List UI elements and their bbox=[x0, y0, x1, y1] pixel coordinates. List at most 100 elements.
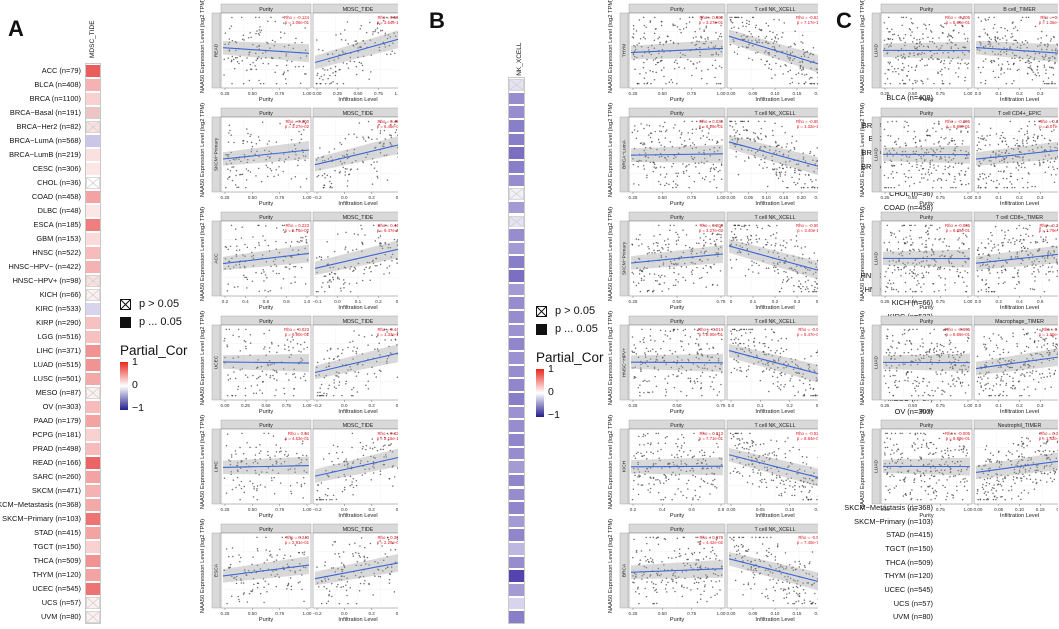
scatter-point bbox=[782, 181, 784, 183]
scatter-point bbox=[751, 260, 753, 262]
scatter-point bbox=[777, 386, 779, 388]
scatter-point bbox=[702, 130, 704, 132]
scatter-point bbox=[665, 443, 667, 445]
scatter-point bbox=[362, 70, 364, 72]
heatmap_a-cell bbox=[86, 261, 100, 273]
scatter-point bbox=[778, 19, 780, 21]
cancer-tag: HNSC−HPV+ bbox=[622, 348, 628, 377]
x-tick-label: 0.1 bbox=[750, 299, 757, 304]
scatter-point bbox=[754, 574, 756, 576]
scatter-point bbox=[268, 291, 270, 293]
scatter-point bbox=[295, 266, 297, 268]
scatter-point bbox=[773, 480, 775, 482]
scatter-point bbox=[664, 185, 666, 187]
heatmap_a-row-label: SARC (n=260) bbox=[33, 472, 81, 481]
scatter-point bbox=[395, 132, 397, 134]
scatter-point bbox=[714, 486, 716, 488]
scatter-point bbox=[788, 278, 790, 280]
scatter-point bbox=[815, 179, 817, 181]
scatter-point bbox=[710, 551, 712, 553]
scatter-point bbox=[814, 291, 816, 293]
scatter-point bbox=[711, 580, 713, 582]
cancer-tag: SKCM−Primary bbox=[622, 241, 628, 275]
scatter-point bbox=[769, 225, 771, 227]
scatter-point bbox=[739, 443, 741, 445]
scatter-point bbox=[673, 25, 675, 27]
scatter-point bbox=[947, 36, 949, 38]
scatter-point bbox=[701, 387, 703, 389]
scatter-point bbox=[796, 235, 798, 237]
scatter-point bbox=[712, 347, 714, 349]
scatter-point bbox=[773, 383, 775, 385]
facet-title: Purity bbox=[259, 423, 273, 429]
scatter-point bbox=[710, 266, 712, 268]
scatter-point bbox=[316, 39, 318, 41]
cross-icon bbox=[509, 79, 524, 91]
scatter-point bbox=[673, 181, 675, 183]
scatter-point bbox=[329, 590, 331, 592]
scatter-point bbox=[258, 136, 260, 138]
scatter-point bbox=[884, 73, 886, 75]
scatter-point bbox=[786, 593, 788, 595]
heatmap_b-cell bbox=[509, 502, 524, 514]
scatter-point bbox=[238, 596, 240, 598]
scatter-point bbox=[633, 28, 635, 30]
scatter-point bbox=[235, 378, 237, 380]
scatter-point bbox=[275, 169, 277, 171]
scatter-point bbox=[267, 559, 269, 561]
scatter-point bbox=[258, 17, 260, 19]
scatter-point bbox=[346, 590, 348, 592]
scatter-point bbox=[759, 238, 761, 240]
scatter-point bbox=[238, 329, 240, 331]
scatter-point bbox=[930, 30, 932, 32]
scatter-point bbox=[804, 183, 806, 185]
scatter-point bbox=[227, 283, 229, 285]
scatter-point bbox=[657, 245, 659, 247]
scatter-point bbox=[345, 39, 347, 41]
scatter-point bbox=[638, 239, 640, 241]
scatter-point bbox=[892, 34, 894, 36]
scatter-point bbox=[764, 162, 766, 164]
scatter-point bbox=[394, 591, 396, 593]
scatter-point bbox=[346, 168, 348, 170]
scatter-point bbox=[364, 580, 366, 582]
x-tick-label: 1.00 bbox=[717, 91, 726, 96]
heatmap_b-cell bbox=[509, 93, 524, 105]
scatter-point bbox=[349, 544, 351, 546]
scatter-point bbox=[743, 126, 745, 128]
facet-title: Purity bbox=[259, 319, 273, 325]
scatter-point bbox=[955, 72, 957, 74]
scatter-point bbox=[247, 376, 249, 378]
heatmap_a-row-label: UCS (n=57) bbox=[42, 598, 81, 607]
scatter-point bbox=[752, 329, 754, 331]
scatter-point bbox=[339, 381, 341, 383]
scatter-point bbox=[653, 59, 655, 61]
facet-title: Purity bbox=[670, 423, 684, 429]
scatter-point bbox=[345, 246, 347, 248]
scatter-point bbox=[664, 240, 666, 242]
scatter-point bbox=[921, 58, 923, 60]
heatmap_b-cell bbox=[509, 598, 524, 610]
heatmap_a-row-label: BRCA−LumB (n=219) bbox=[9, 150, 81, 159]
heatmap_a-row-label: BLCA (n=408) bbox=[34, 80, 81, 89]
scatter-point bbox=[334, 251, 336, 253]
scatter-point bbox=[695, 128, 697, 130]
x-tick-label: 0.50 bbox=[248, 611, 257, 616]
scatter-point bbox=[252, 62, 254, 64]
x-tick-label: 0.25 bbox=[333, 91, 342, 96]
scatter-point bbox=[276, 273, 278, 275]
scatter-point bbox=[645, 556, 647, 558]
scatter-point bbox=[655, 479, 657, 481]
scatter-point bbox=[634, 475, 636, 477]
scatter-point bbox=[735, 580, 737, 582]
scatter-point bbox=[805, 276, 807, 278]
scatter-point bbox=[223, 74, 225, 76]
scatter-point bbox=[639, 395, 641, 397]
scatter-point bbox=[254, 65, 256, 67]
scatter-point bbox=[303, 497, 305, 499]
scatter-point bbox=[372, 438, 374, 440]
scatter-point bbox=[794, 489, 796, 491]
scatter-point bbox=[706, 601, 708, 603]
scatter-point bbox=[776, 486, 778, 488]
p-value-label: p = 1.32e-44 bbox=[797, 124, 818, 129]
